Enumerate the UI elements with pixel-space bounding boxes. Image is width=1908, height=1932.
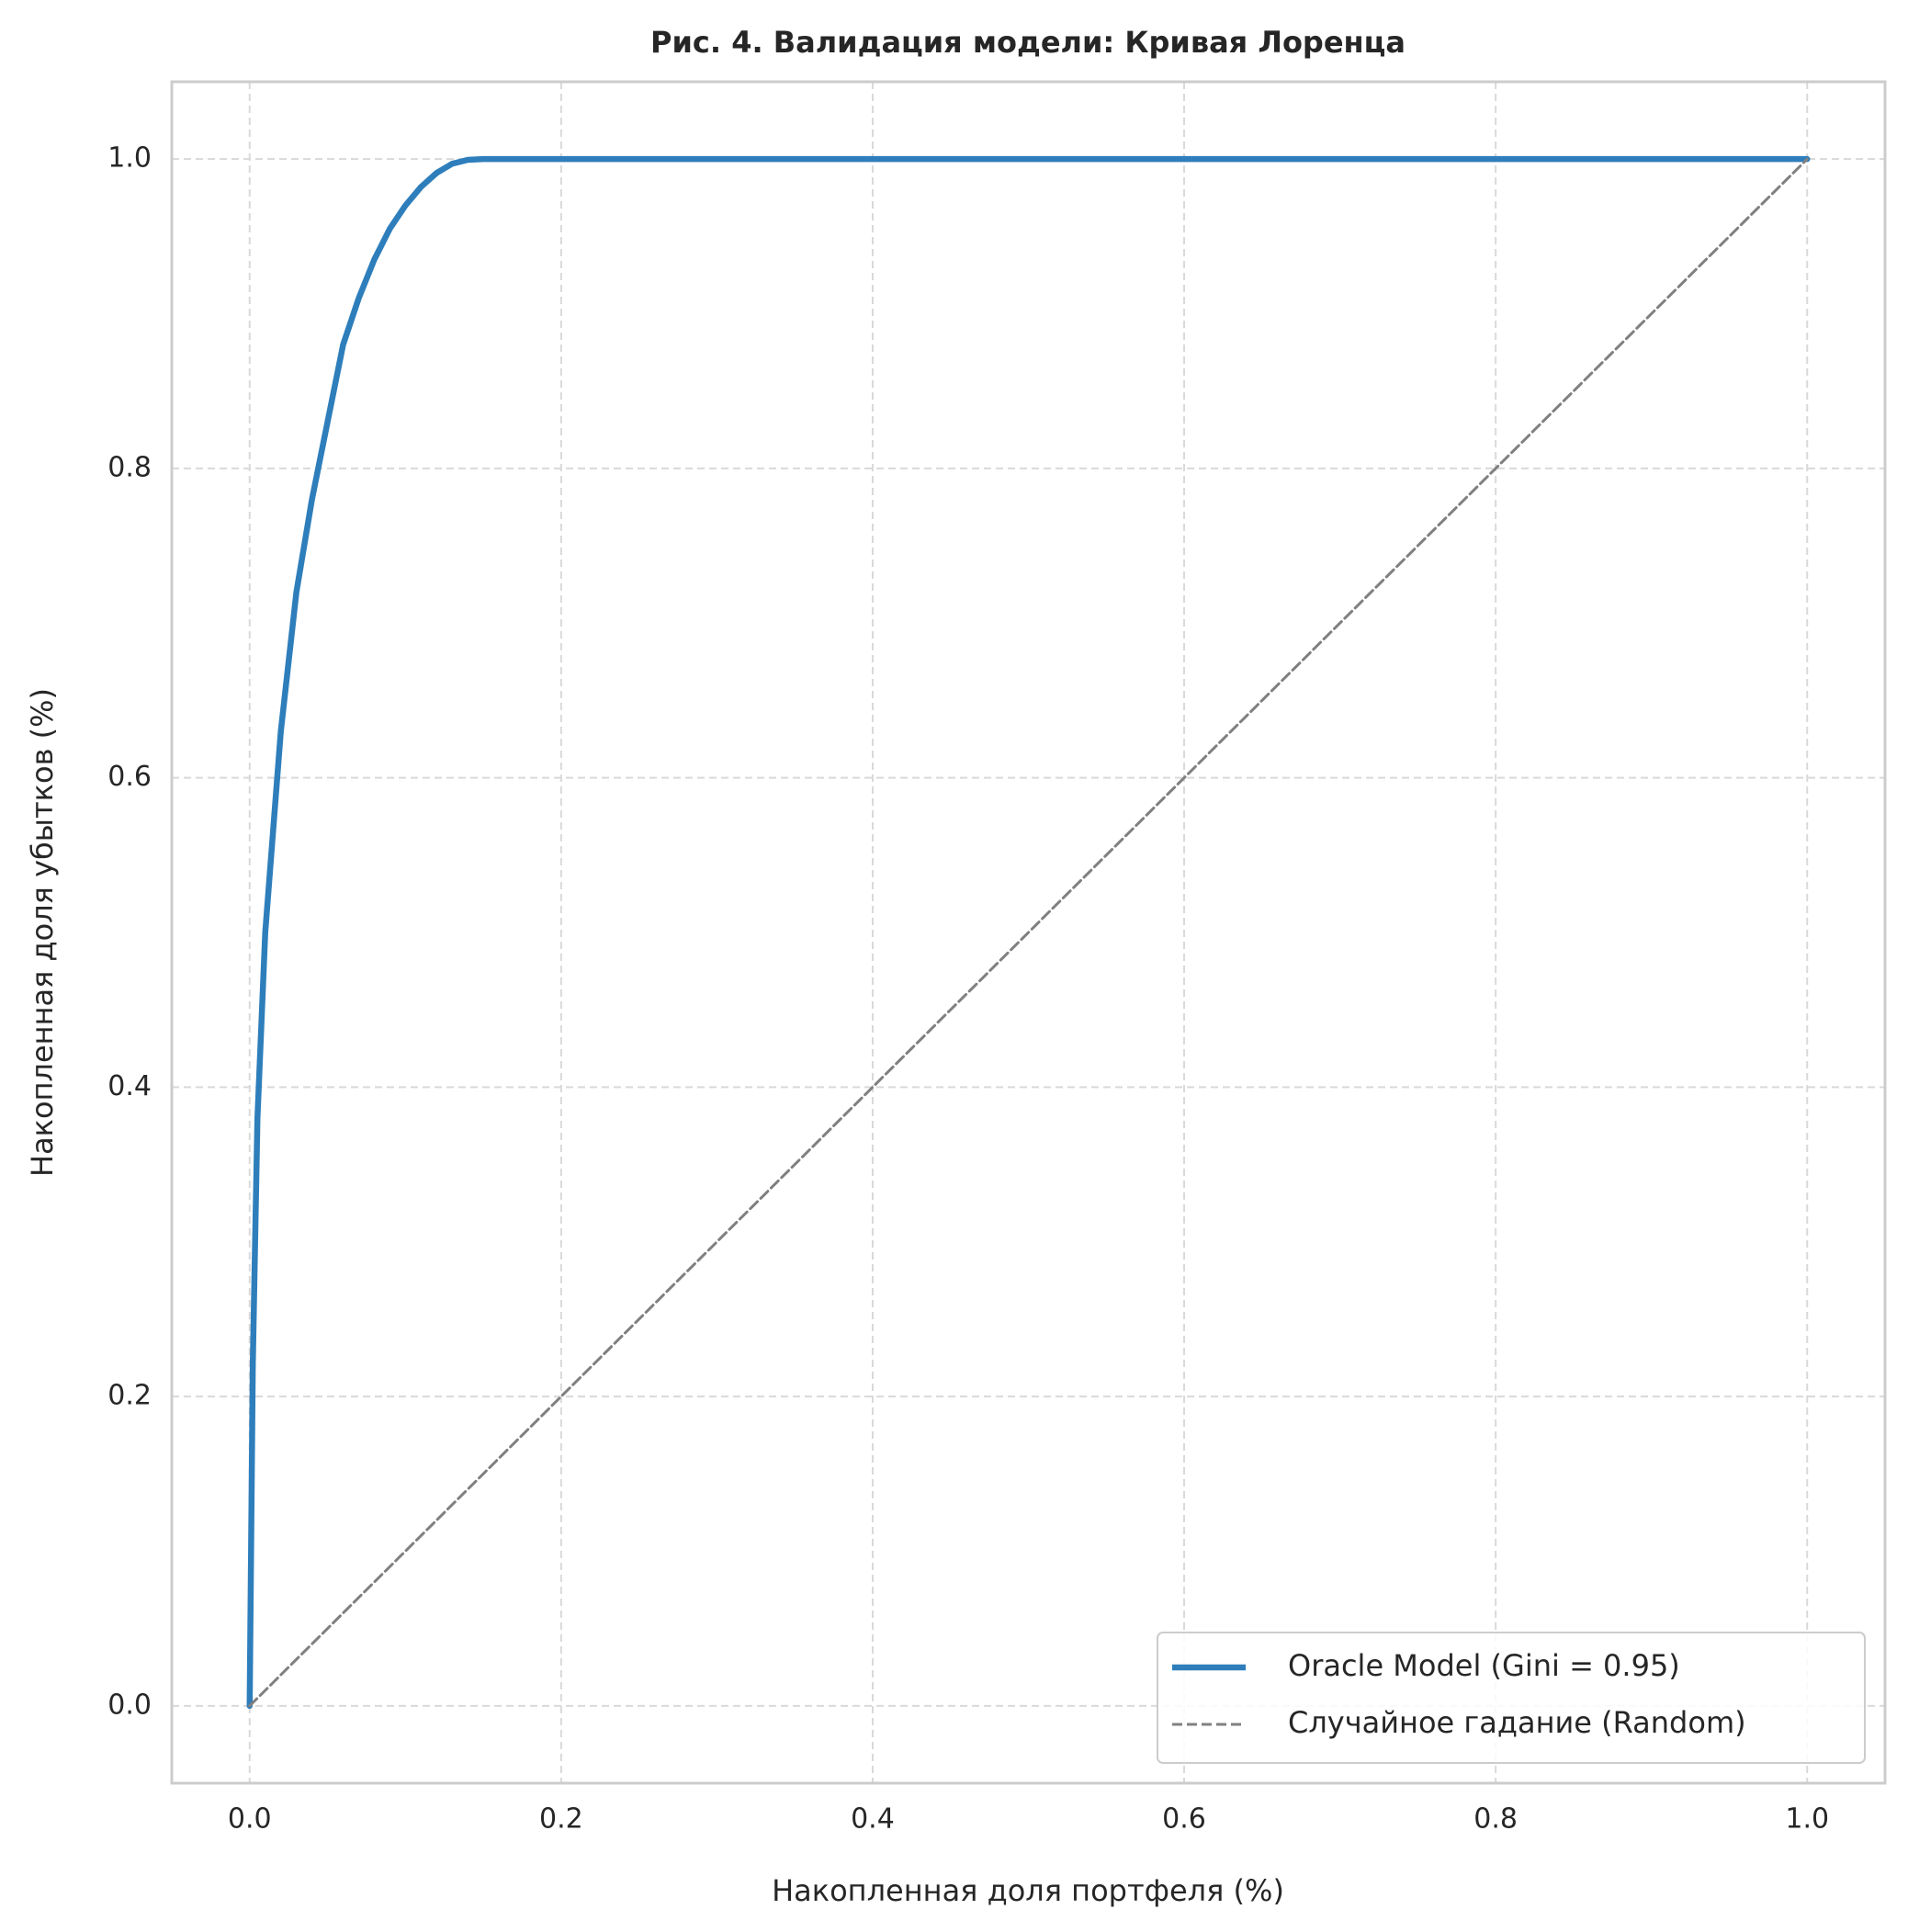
x-axis-label: Накопленная доля портфеля (%): [772, 1873, 1284, 1908]
legend-label: Oracle Model (Gini = 0.95): [1288, 1648, 1680, 1683]
y-tick-label: 0.4: [107, 1070, 152, 1102]
y-tick-label: 0.2: [107, 1380, 152, 1412]
legend-box: [1157, 1632, 1866, 1764]
legend: Oracle Model (Gini = 0.95) Случайное гада…: [1157, 1632, 1866, 1764]
x-tick-label: 1.0: [1785, 1803, 1829, 1836]
series-line: [248, 157, 1809, 1708]
y-axis-label: Накопленная доля убытков (%): [25, 688, 60, 1177]
x-tick-label: 0.2: [539, 1803, 583, 1836]
y-tick-label: 1.0: [107, 142, 152, 175]
y-tick-label: 0.0: [107, 1689, 152, 1721]
chart-title: Рис. 4. Валидация модели: Кривая Лоренца: [650, 25, 1406, 60]
y-tick-label: 0.8: [107, 451, 152, 483]
x-tick-label: 0.4: [851, 1803, 895, 1836]
plot-frame: [170, 80, 1887, 1785]
x-tick-label: 0.8: [1473, 1803, 1518, 1836]
x-tick-label: 0.0: [228, 1803, 272, 1836]
y-tick-label: 0.6: [107, 761, 152, 793]
x-tick-label: 0.6: [1162, 1803, 1206, 1836]
legend-label: Случайное гадание (Random): [1288, 1705, 1746, 1740]
series-line: [246, 155, 1811, 1710]
